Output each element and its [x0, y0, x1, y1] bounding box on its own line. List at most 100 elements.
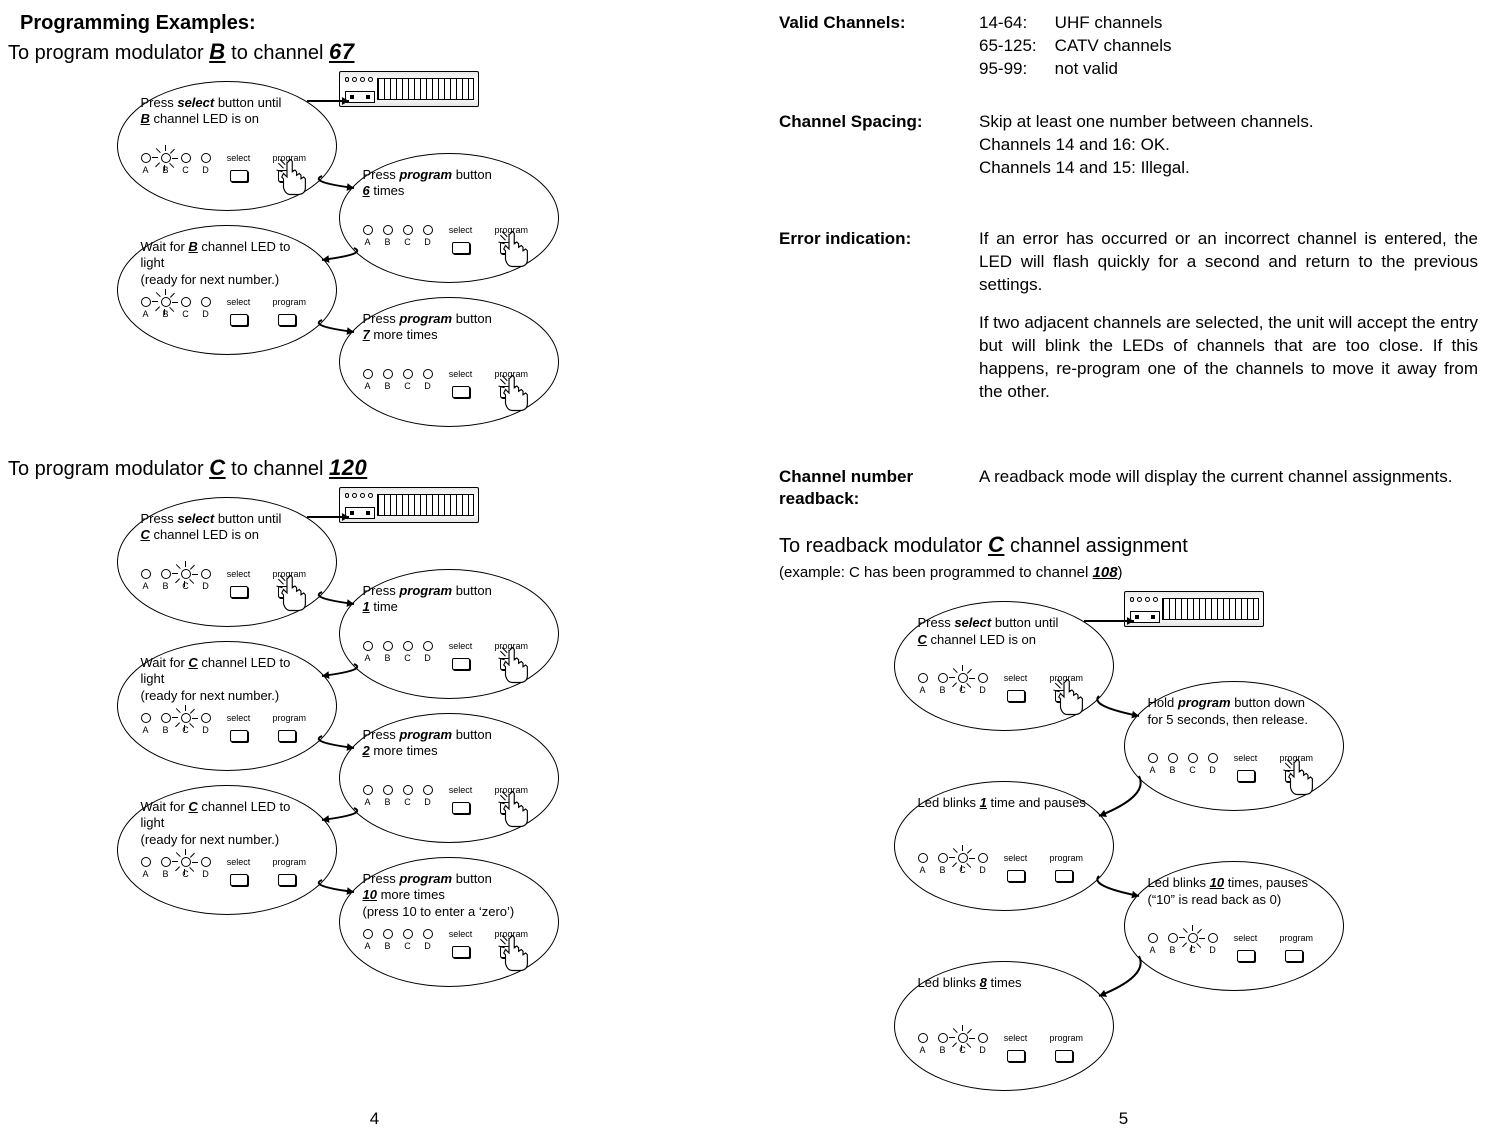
row: 14-64:UHF channels	[979, 12, 1190, 35]
lead-text: To readback modulator	[779, 535, 988, 557]
lead-text: channel assignment	[1004, 535, 1187, 557]
body: Skip at least one number between channel…	[979, 111, 1478, 180]
program-button: program	[1280, 933, 1308, 962]
hand-icon	[273, 572, 315, 619]
led-a: A	[918, 673, 928, 695]
info-error-indication: Error indication: If an error has occurr…	[779, 228, 1478, 405]
step-text: Led blinks 10 times, pauses(“10” is read…	[1148, 875, 1320, 908]
control-panel: ABCDselectprogram	[1148, 933, 1326, 977]
led-b: B	[383, 929, 393, 951]
body: If an error has occurred or an incorrect…	[979, 228, 1478, 405]
select-button: select	[225, 569, 253, 598]
select-button: select	[447, 785, 475, 814]
control-panel: ABCDselectprogram	[918, 853, 1096, 897]
led-b: B	[383, 369, 393, 391]
led-d: D	[201, 569, 211, 591]
led-d: D	[978, 853, 988, 875]
led-d: D	[978, 1033, 988, 1055]
control-panel: ABCDselectprogram	[141, 153, 319, 197]
led-c: C	[958, 1033, 968, 1055]
info-channel-spacing: Channel Spacing: Skip at least one numbe…	[779, 111, 1478, 180]
led-a: A	[141, 297, 151, 319]
led-b: B	[938, 1033, 948, 1055]
led-row: ABCD	[363, 225, 433, 247]
heading-programming-examples: Programming Examples:	[20, 12, 719, 35]
led-b: B	[161, 569, 171, 591]
lead-mod: C	[988, 532, 1004, 557]
led-a: A	[141, 569, 151, 591]
button-row: selectprogram	[225, 297, 301, 326]
page-number-left: 4	[370, 1109, 379, 1129]
flow-example-b: Press select button untilB channel LED i…	[39, 71, 689, 451]
device-icon	[339, 71, 479, 107]
step-text: Press program button1 time	[363, 583, 535, 616]
control-panel: ABCDselectprogram	[141, 569, 319, 613]
info-valid-channels: Valid Channels: 14-64:UHF channels 65-12…	[779, 12, 1478, 81]
hand-icon	[495, 788, 537, 835]
led-a: A	[141, 713, 151, 735]
row: 95-99:not valid	[979, 58, 1190, 81]
control-panel: ABCDselectprogram	[1148, 753, 1326, 797]
hand-icon	[495, 932, 537, 979]
led-b: B	[161, 297, 171, 319]
lead-text: To program modulator	[8, 458, 209, 480]
led-d: D	[423, 225, 433, 247]
led-b: B	[1168, 753, 1178, 775]
lead-text: to channel	[226, 458, 329, 480]
led-d: D	[201, 153, 211, 175]
button-row: selectprogram	[1002, 1033, 1078, 1062]
cell: 95-99:	[979, 58, 1055, 81]
cell: not valid	[1055, 58, 1190, 81]
control-panel: ABCDselectprogram	[363, 641, 541, 685]
led-d: D	[978, 673, 988, 695]
step-text: Press program button6 times	[363, 167, 535, 200]
lead-text: to channel	[226, 42, 329, 64]
page-number-right: 5	[1119, 1109, 1128, 1129]
led-c: C	[403, 785, 413, 807]
led-b: B	[1168, 933, 1178, 955]
led-a: A	[141, 153, 151, 175]
step-text: Press program button2 more times	[363, 727, 535, 760]
led-a: A	[363, 225, 373, 247]
step-bubble: Led blinks 8 timesABCDselectprogram	[894, 961, 1114, 1091]
program-button: program	[1050, 1033, 1078, 1062]
step-bubble: Press program button7 more timesABCDsele…	[339, 297, 559, 427]
led-b: B	[161, 153, 171, 175]
cell: CATV channels	[1055, 35, 1190, 58]
led-row: ABCD	[363, 641, 433, 663]
led-a: A	[363, 785, 373, 807]
control-panel: ABCDselectprogram	[363, 929, 541, 973]
cell: 65-125:	[979, 35, 1055, 58]
step-bubble: Press program button2 more times ABCDsele…	[339, 713, 559, 843]
led-d: D	[1208, 753, 1218, 775]
step-bubble: Press select button untilB channel LED i…	[117, 81, 337, 211]
led-a: A	[141, 857, 151, 879]
led-b: B	[161, 713, 171, 735]
control-panel: ABCDselectprogram	[141, 297, 319, 341]
label: Valid Channels:	[779, 12, 979, 81]
paragraph: If an error has occurred or an incorrect…	[979, 228, 1478, 297]
led-d: D	[423, 785, 433, 807]
flow-example-c: Press select button untilC channel LED i…	[39, 487, 689, 1047]
led-a: A	[363, 641, 373, 663]
button-row: selectprogram	[225, 857, 301, 886]
step-text: Wait for C channel LED to light(ready fo…	[141, 655, 313, 704]
hand-icon	[273, 156, 315, 203]
step-bubble: Press select button untilC channel LED i…	[117, 497, 337, 627]
led-row: ABCD	[1148, 933, 1218, 955]
example-c-lead: To program modulator C to channel 120	[8, 455, 719, 481]
hand-icon	[495, 644, 537, 691]
led-b: B	[383, 225, 393, 247]
select-button: select	[225, 153, 253, 182]
led-a: A	[1148, 933, 1158, 955]
cell: 14-64:	[979, 12, 1055, 35]
led-d: D	[201, 713, 211, 735]
select-button: select	[447, 641, 475, 670]
select-button: select	[225, 297, 253, 326]
cell: UHF channels	[1055, 12, 1190, 35]
led-c: C	[181, 153, 191, 175]
control-panel: ABCDselectprogram	[918, 673, 1096, 717]
select-button: select	[1002, 853, 1030, 882]
select-button: select	[447, 929, 475, 958]
control-panel: ABCDselectprogram	[363, 785, 541, 829]
